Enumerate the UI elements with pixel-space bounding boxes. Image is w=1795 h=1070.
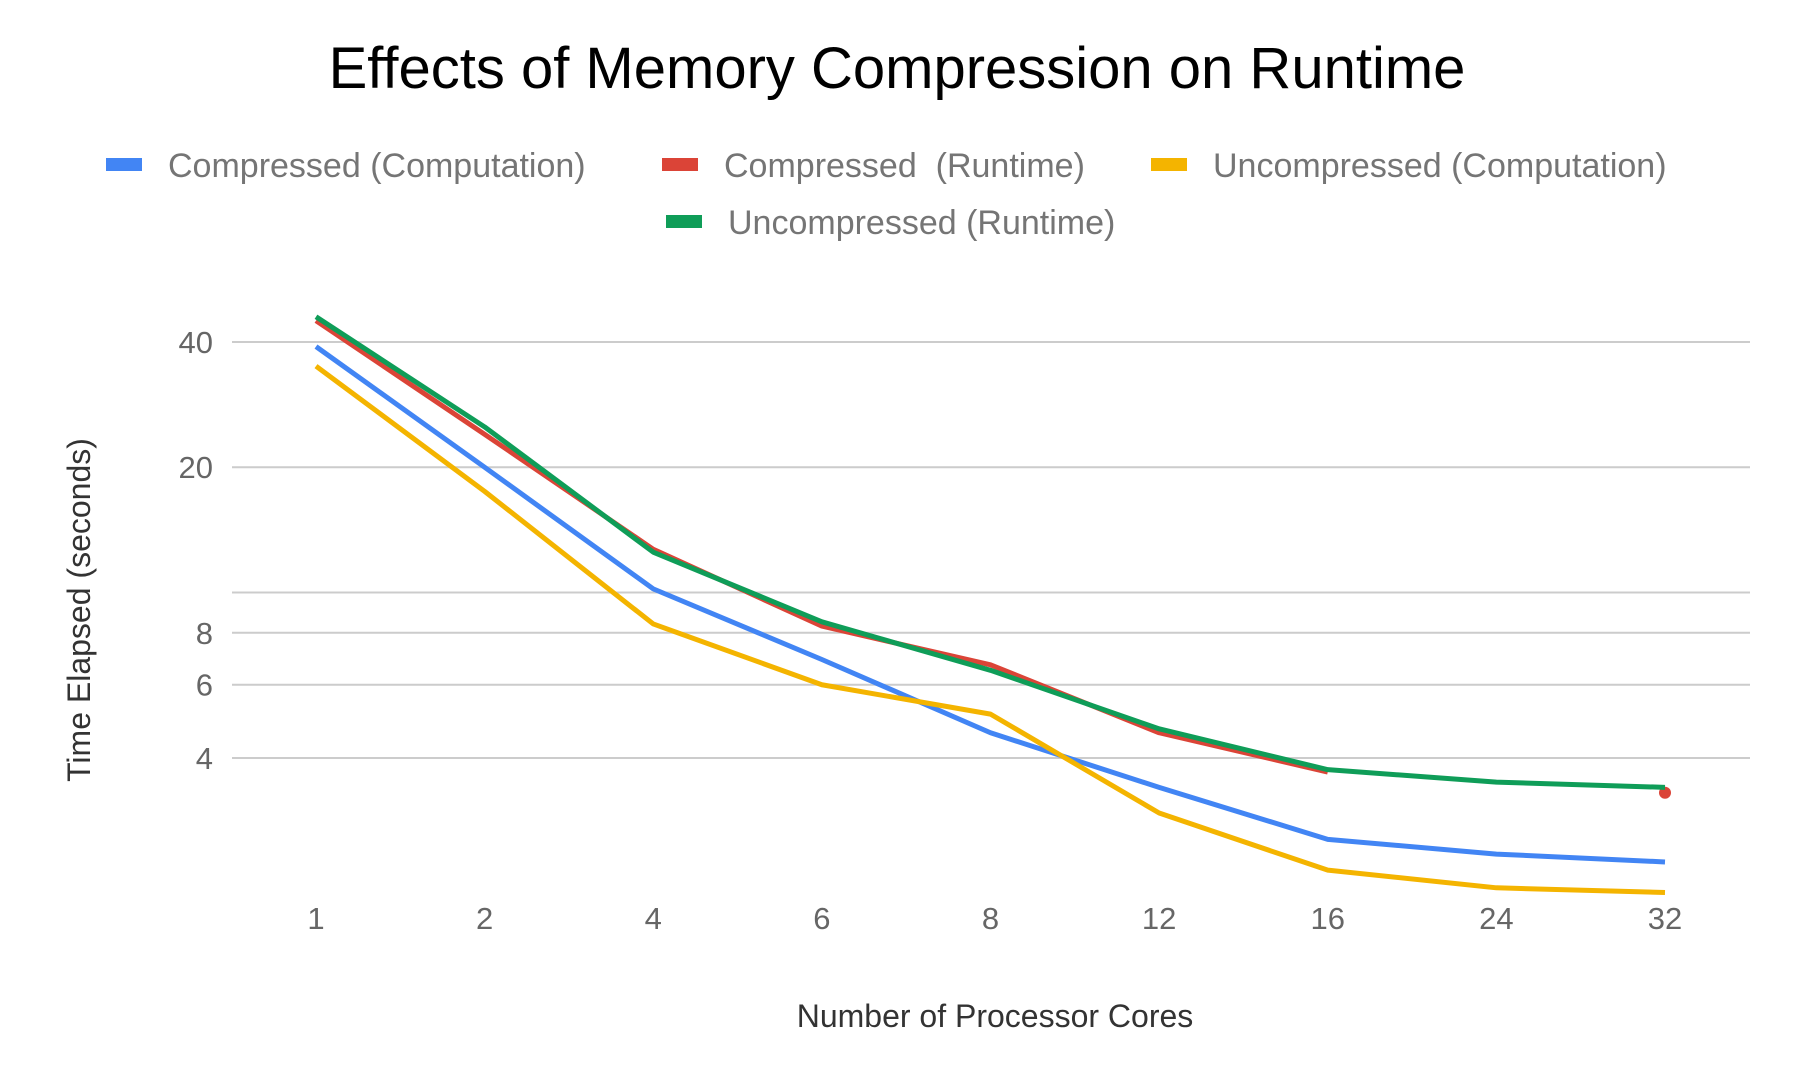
series-lines: [314, 314, 1671, 895]
legend-swatch: [1151, 158, 1187, 171]
x-tick-label: 12: [1142, 901, 1176, 936]
legend-item: Compressed (Computation): [106, 147, 586, 185]
legend-label: Uncompressed (Runtime): [728, 204, 1115, 242]
legend-item: Compressed (Runtime): [662, 147, 1085, 185]
y-tick-label: 6: [196, 668, 213, 703]
series-line: [314, 318, 1329, 775]
y-tick-label: 8: [196, 616, 213, 651]
legend-label: Compressed (Computation): [168, 147, 586, 185]
legend-item: Uncompressed (Computation): [1151, 147, 1667, 185]
x-tick-label: 2: [476, 901, 493, 936]
x-axis-ticks: 1 2 4 6 8 12 16 24 32: [307, 901, 1682, 936]
legend-item: Uncompressed (Runtime): [666, 204, 1115, 242]
y-tick-label: 4: [196, 741, 213, 776]
x-tick-label: 24: [1479, 901, 1513, 936]
x-tick-label: 16: [1311, 901, 1345, 936]
legend-swatch: [662, 158, 698, 171]
x-tick-label: 8: [982, 901, 999, 936]
x-tick-label: 4: [645, 901, 662, 936]
x-tick-label: 1: [307, 901, 324, 936]
y-axis-ticks: 4 6 8 20 40: [179, 325, 213, 776]
x-tick-label: 32: [1648, 901, 1682, 936]
chart-title: Effects of Memory Compression on Runtime: [329, 36, 1466, 101]
series-line: [314, 364, 1666, 895]
y-tick-label: 40: [179, 325, 213, 360]
x-tick-label: 6: [813, 901, 830, 936]
y-tick-label: 20: [179, 450, 213, 485]
legend-label: Uncompressed (Computation): [1213, 147, 1667, 185]
series-line: [314, 314, 1666, 790]
legend-swatch: [106, 158, 142, 171]
y-axis-title: Time Elapsed (seconds): [61, 438, 97, 782]
legend-swatch: [666, 215, 702, 228]
x-axis-title: Number of Processor Cores: [797, 998, 1194, 1034]
gridlines: [232, 341, 1750, 759]
series-line: [314, 344, 1666, 865]
chart-legend: Compressed (Computation) Compressed (Runt…: [106, 147, 1667, 242]
legend-label: Compressed (Runtime): [724, 147, 1085, 185]
